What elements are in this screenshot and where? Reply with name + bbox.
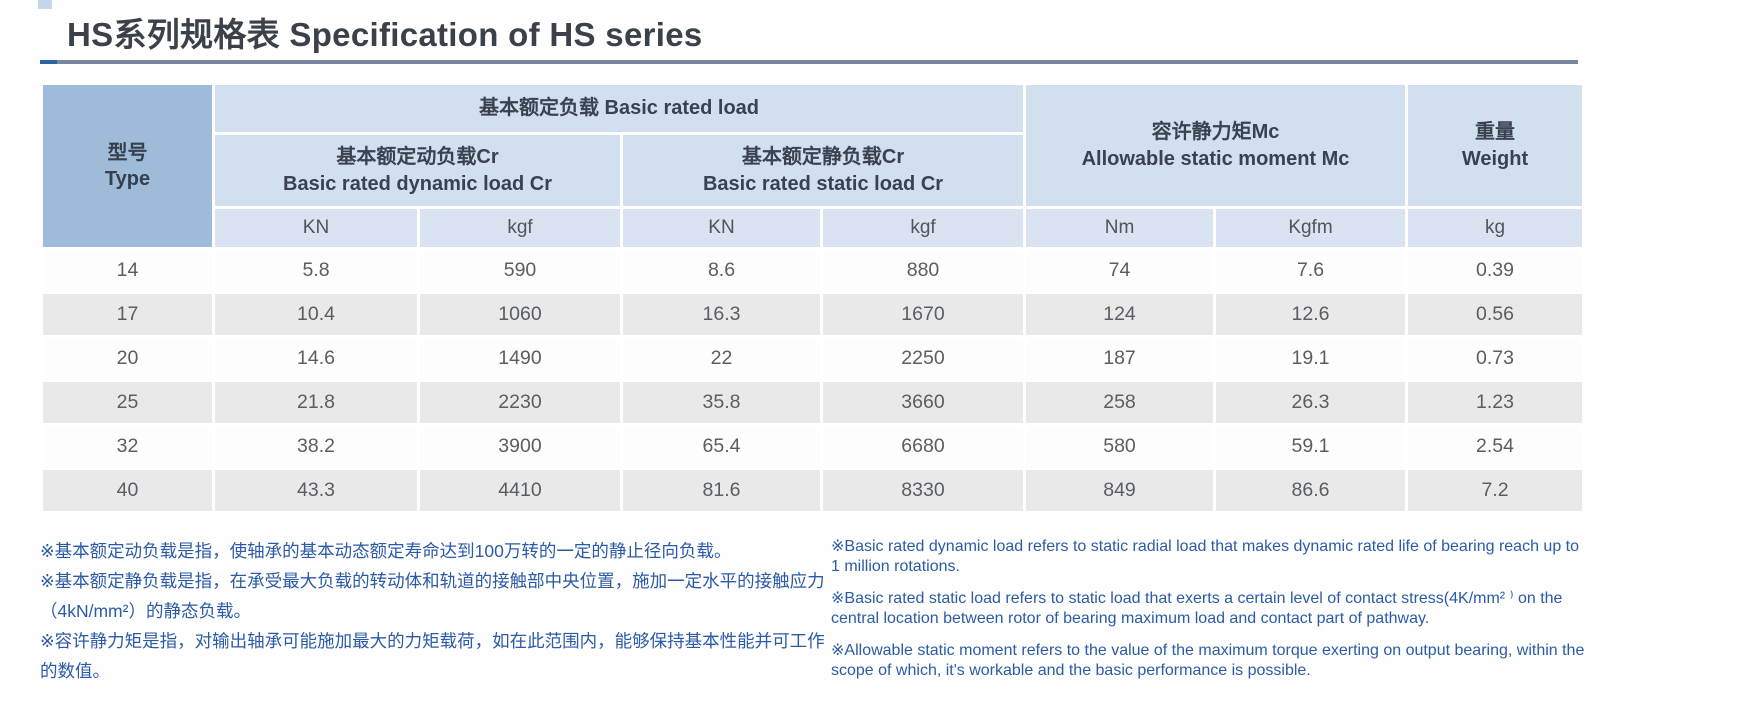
footnote-cn-static-moment: ※容许静力矩是指，对输出轴承可能施加最大的力矩载荷，如在此范围内，能够保持基本性…	[40, 631, 825, 681]
cell-value: 43.3	[212, 467, 420, 514]
page-title: HS系列规格表 Specification of HS series	[67, 16, 703, 53]
unit-moment-nm: Nm	[1023, 206, 1216, 250]
cell-type: 14	[40, 247, 215, 294]
cell-value: 35.8	[620, 379, 823, 426]
cell-type: 17	[40, 291, 215, 338]
unit-dynamic-kn: KN	[212, 206, 420, 250]
table-row: 17 10.4 1060 16.3 1670 124 12.6 0.56	[40, 291, 1585, 338]
table-row: 32 38.2 3900 65.4 6680 580 59.1 2.54	[40, 423, 1585, 470]
header-static-load-cn: 基本额定静负载Cr	[741, 146, 905, 169]
cell-value: 2.54	[1405, 423, 1585, 470]
header-type-cn: 型号	[107, 141, 148, 164]
cell-value: 74	[1023, 247, 1216, 294]
cell-value: 21.8	[212, 379, 420, 426]
cell-value: 1670	[820, 291, 1026, 338]
cell-value: 65.4	[620, 423, 823, 470]
title-underline	[40, 60, 1578, 64]
cell-value: 580	[1023, 423, 1216, 470]
header-weight-en: Weight	[1461, 147, 1529, 170]
table-row: 20 14.6 1490 22 2250 187 19.1 0.73	[40, 335, 1585, 382]
cell-value: 19.1	[1213, 335, 1408, 382]
cell-value: 26.3	[1213, 379, 1408, 426]
cell-value: 3660	[820, 379, 1026, 426]
cell-value: 1060	[417, 291, 623, 338]
header-moment-en: Allowable static moment Mc	[1081, 147, 1350, 170]
cell-value: 16.3	[620, 291, 823, 338]
cell-value: 0.73	[1405, 335, 1585, 382]
unit-static-kn: KN	[620, 206, 823, 250]
cell-value: 12.6	[1213, 291, 1408, 338]
spec-table: 型号 Type 基本额定负载 Basic rated load 容许静力矩Mc …	[40, 82, 1585, 514]
header-type: 型号 Type	[40, 82, 215, 250]
cell-value: 22	[620, 335, 823, 382]
footnote-en-static-moment: ※Allowable static moment refers to the v…	[831, 642, 1585, 679]
cell-value: 2250	[820, 335, 1026, 382]
unit-weight-kg: kg	[1405, 206, 1585, 250]
footnote-en-static-load: ※Basic rated static load refers to stati…	[831, 590, 1563, 627]
title-underline-accent	[40, 60, 57, 64]
cell-type: 25	[40, 379, 215, 426]
cell-value: 0.56	[1405, 291, 1585, 338]
cell-value: 187	[1023, 335, 1216, 382]
footnote-en-dynamic-load: ※Basic rated dynamic load refers to stat…	[831, 538, 1580, 575]
unit-static-kgf: kgf	[820, 206, 1026, 250]
footnotes-chinese: ※基本额定动负载是指，使轴承的基本动态额定寿命达到100万转的一定的静止径向负载…	[40, 536, 832, 686]
cell-value: 8330	[820, 467, 1026, 514]
cell-value: 8.6	[620, 247, 823, 294]
header-static-load: 基本额定静负载Cr Basic rated static load Cr	[620, 132, 1026, 209]
cell-value: 59.1	[1213, 423, 1408, 470]
unit-dynamic-kgf: kgf	[417, 206, 623, 250]
corner-accent-square	[38, 0, 52, 9]
cell-value: 849	[1023, 467, 1216, 514]
header-type-en: Type	[104, 168, 151, 190]
header-weight: 重量 Weight	[1405, 82, 1585, 209]
table-row: 40 43.3 4410 81.6 8330 849 86.6 7.2	[40, 467, 1585, 514]
cell-type: 32	[40, 423, 215, 470]
footnotes-english: ※Basic rated dynamic load refers to stat…	[831, 537, 1589, 693]
footnote-cn-static-load: ※基本额定静负载是指，在承受最大负载的转动体和轨道的接触部中央位置，施加一定水平…	[40, 571, 825, 621]
cell-value: 7.2	[1405, 467, 1585, 514]
header-static-load-en: Basic rated static load Cr	[702, 172, 944, 195]
cell-value: 6680	[820, 423, 1026, 470]
cell-value: 880	[820, 247, 1026, 294]
header-moment-cn: 容许静力矩Mc	[1151, 121, 1280, 144]
cell-value: 5.8	[212, 247, 420, 294]
cell-value: 124	[1023, 291, 1216, 338]
cell-value: 86.6	[1213, 467, 1408, 514]
cell-value: 4410	[417, 467, 623, 514]
header-weight-cn: 重量	[1475, 121, 1515, 144]
header-dynamic-load-cn: 基本额定动负载Cr	[336, 146, 499, 169]
header-row-1: 型号 Type 基本额定负载 Basic rated load 容许静力矩Mc …	[40, 82, 1585, 250]
cell-value: 81.6	[620, 467, 823, 514]
cell-type: 40	[40, 467, 215, 514]
header-row-2: 基本额定动负载Cr Basic rated dynamic load Cr 基本…	[42, 132, 1584, 209]
cell-value: 1.23	[1405, 379, 1585, 426]
cell-value: 10.4	[212, 291, 420, 338]
cell-value: 14.6	[212, 335, 420, 382]
cell-value: 3900	[417, 423, 623, 470]
cell-value: 590	[417, 247, 623, 294]
header-dynamic-load-en: Basic rated dynamic load Cr	[283, 172, 552, 195]
table-row: 25 21.8 2230 35.8 3660 258 26.3 1.23	[40, 379, 1585, 426]
footnote-cn-dynamic-load: ※基本额定动负载是指，使轴承的基本动态额定寿命达到100万转的一定的静止径向负载…	[40, 541, 732, 561]
cell-type: 20	[40, 335, 215, 382]
table-row: 14 5.8 590 8.6 880 74 7.6 0.39	[40, 247, 1585, 294]
cell-value: 7.6	[1213, 247, 1408, 294]
header-dynamic-load: 基本额定动负载Cr Basic rated dynamic load Cr	[212, 132, 623, 209]
cell-value: 2230	[417, 379, 623, 426]
cell-value: 1490	[417, 335, 623, 382]
header-allowable-static-moment: 容许静力矩Mc Allowable static moment Mc	[1023, 82, 1408, 209]
header-basic-rated-load: 基本额定负载 Basic rated load	[212, 82, 1026, 135]
units-row: KN kgf KN kgf Nm Kgfm kg	[42, 206, 1585, 250]
cell-value: 38.2	[212, 423, 420, 470]
unit-moment-kgfm: Kgfm	[1213, 206, 1408, 250]
cell-value: 0.39	[1405, 247, 1585, 294]
cell-value: 258	[1023, 379, 1216, 426]
